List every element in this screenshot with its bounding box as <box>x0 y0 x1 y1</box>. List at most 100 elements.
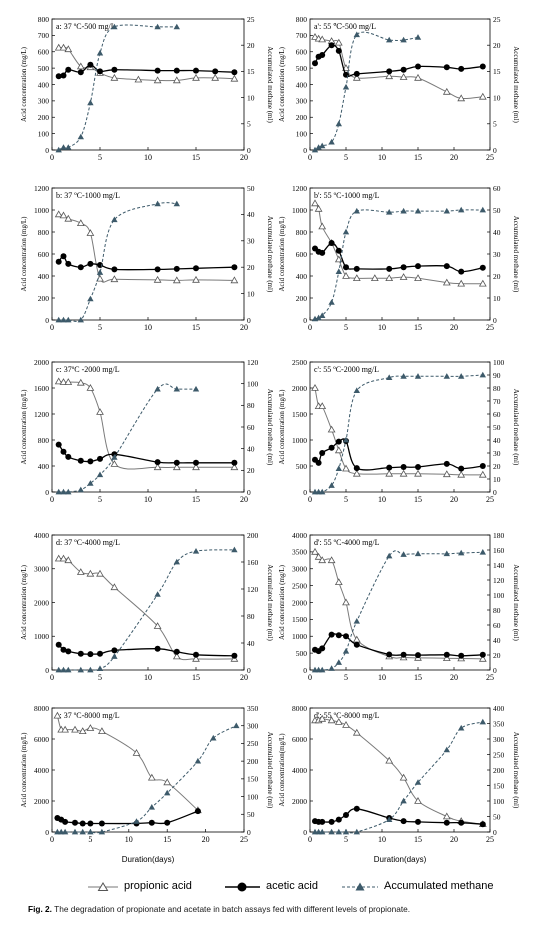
y-tick-label: 400 <box>38 272 50 281</box>
methane-point <box>148 804 155 810</box>
x-tick-label: 0 <box>50 673 54 682</box>
propionic-point <box>342 271 350 279</box>
x-tick-label: 25 <box>486 673 494 682</box>
methane-point <box>335 659 342 665</box>
propionic-point <box>153 622 162 629</box>
acetic-point <box>479 63 486 70</box>
methane-point <box>353 618 360 624</box>
methane-point <box>77 316 84 323</box>
methane-point <box>443 207 450 214</box>
x-tick-label: 15 <box>192 153 200 162</box>
series-propionic <box>311 199 487 287</box>
panel-4: 0 5 10 15 20 25020040060080010001200010203040… <box>278 184 520 332</box>
acetic-point <box>386 651 393 658</box>
acetic-point <box>87 820 94 827</box>
y-tick-label: 400 <box>296 80 308 89</box>
y-tick-label: 1500 <box>292 615 307 624</box>
propionic-point <box>64 214 73 222</box>
y-tick-label: 0 <box>303 316 307 325</box>
y-tick-label: 800 <box>38 15 50 24</box>
y2-tick-label: 120 <box>493 576 505 585</box>
methane-point <box>342 83 350 90</box>
y2-tick-label: 10 <box>493 294 501 303</box>
y-axis-label: Acid concentration (mg/L) <box>278 216 286 292</box>
y-tick-label: 2000 <box>34 358 49 367</box>
acetic-point <box>55 641 62 648</box>
methane-point <box>87 480 94 486</box>
acetic-point <box>353 265 360 272</box>
series-propionic <box>311 714 487 827</box>
y-tick-label: 1600 <box>34 384 49 393</box>
acetic-point <box>335 438 342 445</box>
acetic-point <box>173 67 180 74</box>
propionic-line <box>58 381 235 470</box>
x-tick-label: 5 <box>344 323 348 332</box>
propionic-point <box>76 568 85 575</box>
y-axis-label: Acid concentration (mg/L) <box>278 564 286 640</box>
y-tick-label: 1000 <box>292 632 307 641</box>
methane-point <box>60 488 67 495</box>
legend-propionic-marker <box>97 882 109 891</box>
propionic-point <box>54 554 63 562</box>
propionic-point <box>96 569 104 577</box>
methane-point <box>315 314 322 321</box>
acetic-point <box>164 819 171 826</box>
methane-point <box>328 828 335 835</box>
y-tick-label: 1000 <box>34 206 49 215</box>
y2-tick-label: 300 <box>493 735 505 744</box>
methane-point <box>173 200 180 207</box>
x-tick-label: 5 <box>344 673 348 682</box>
y2-tick-label: 40 <box>493 436 501 445</box>
x-axis-label: Duration(days) <box>122 855 175 864</box>
plot-frame <box>51 707 245 833</box>
propionic-point <box>457 94 466 102</box>
propionic-point <box>442 812 451 820</box>
series-methane <box>311 206 486 322</box>
methane-point <box>414 373 422 379</box>
methane-point <box>61 828 69 835</box>
methane-point <box>335 465 342 471</box>
plot-frame <box>51 18 245 151</box>
propionic-point <box>414 796 422 804</box>
x-tick-label: 0 <box>50 495 54 504</box>
acetic-point <box>79 820 86 827</box>
acetic-point <box>231 264 238 271</box>
y-axis-label: Acid concentration (mg/L) <box>20 389 28 465</box>
y2-tick-label: 160 <box>493 546 505 555</box>
y2-tick-label: 0 <box>493 316 497 325</box>
y2-tick-label: 10 <box>247 289 255 298</box>
y-tick-label: 500 <box>296 649 308 658</box>
acetic-point <box>386 68 393 75</box>
acetic-point <box>353 70 360 77</box>
propionic-point <box>64 45 73 53</box>
series-acetic <box>55 61 238 80</box>
plot-frame <box>51 187 245 321</box>
series-propionic <box>54 554 239 662</box>
series-propionic <box>311 32 487 102</box>
plot-frame <box>309 361 491 493</box>
propionic-point <box>96 274 104 282</box>
y2-tick-label: 20 <box>247 41 255 50</box>
methane-point <box>194 757 202 764</box>
methane-point <box>400 373 407 379</box>
series-propionic <box>311 547 487 662</box>
methane-point <box>111 216 118 223</box>
y2-tick-label: 180 <box>493 531 505 540</box>
y-tick-label: 200 <box>296 294 308 303</box>
acetic-point <box>328 240 335 246</box>
propionic-point <box>457 279 466 287</box>
acetic-point <box>97 68 103 75</box>
y-tick-label: 0 <box>45 316 49 325</box>
methane-point <box>210 734 217 741</box>
y-tick-label: 4000 <box>34 766 49 775</box>
propionic-point <box>342 720 350 728</box>
acetic-point <box>55 258 62 265</box>
methane-point <box>335 828 342 835</box>
methane-point <box>479 371 486 378</box>
methane-point <box>386 816 393 822</box>
x-tick-label: 5 <box>344 835 348 844</box>
propionic-point <box>327 716 336 724</box>
acetic-point <box>231 652 238 659</box>
methane-point <box>319 488 326 495</box>
y-tick-label: 3000 <box>34 565 49 574</box>
